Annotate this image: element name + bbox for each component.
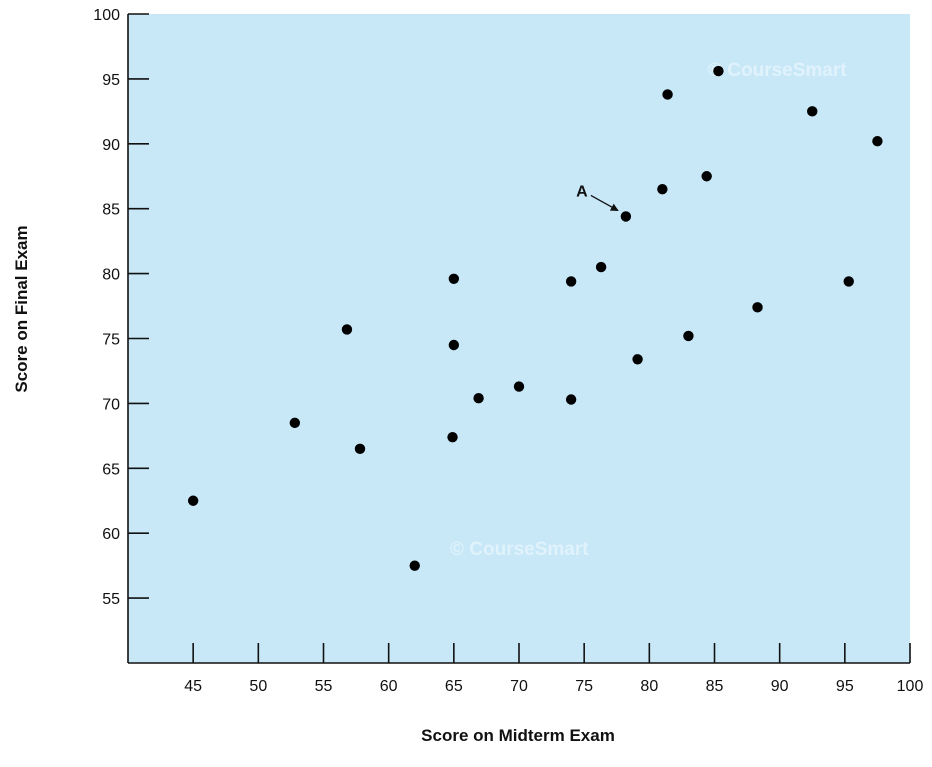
x-tick-label: 60 bbox=[380, 678, 398, 695]
x-tick-label: 65 bbox=[445, 678, 463, 695]
x-tick-label: 50 bbox=[249, 678, 267, 695]
y-tick-label: 100 bbox=[93, 7, 120, 24]
y-tick-label: 60 bbox=[102, 526, 120, 543]
data-point bbox=[872, 136, 883, 147]
data-point bbox=[341, 324, 353, 335]
watermark-layer: © CourseSmart © CourseSmart bbox=[450, 60, 847, 560]
plot-area bbox=[128, 14, 910, 663]
x-tick-label: 95 bbox=[836, 678, 854, 695]
x-tick-label: 70 bbox=[510, 678, 528, 695]
data-point bbox=[448, 339, 460, 351]
data-point bbox=[447, 431, 458, 443]
data-point bbox=[448, 273, 460, 284]
data-point bbox=[807, 106, 818, 117]
data-point bbox=[683, 330, 694, 342]
data-point bbox=[409, 560, 420, 571]
x-tick-label: 55 bbox=[315, 678, 333, 695]
data-point bbox=[513, 381, 525, 392]
y-tick-label: 65 bbox=[102, 461, 120, 478]
data-point bbox=[657, 184, 668, 195]
y-tick-label: 90 bbox=[102, 137, 120, 154]
annotation-label: A bbox=[576, 183, 588, 200]
data-points bbox=[187, 65, 883, 571]
x-tick-label: 90 bbox=[771, 678, 789, 695]
annotation-arrow bbox=[590, 194, 619, 212]
data-point bbox=[752, 302, 763, 313]
data-point bbox=[595, 261, 607, 273]
y-axis-title: Score on Final Exam bbox=[12, 225, 31, 392]
x-tick-label: 75 bbox=[575, 678, 593, 695]
x-tick-label: 45 bbox=[184, 678, 202, 695]
data-point bbox=[632, 354, 643, 365]
data-point bbox=[289, 417, 301, 429]
x-tick-label: 85 bbox=[706, 678, 724, 695]
data-point bbox=[662, 89, 673, 100]
data-point bbox=[354, 443, 366, 455]
y-tick-label: 85 bbox=[102, 202, 120, 219]
y-tick-label: 55 bbox=[102, 591, 120, 608]
axes: 55 60 65 70 75 80 85 90 95 100 45 50 55 60 65 70 75 80 85 9… bbox=[93, 7, 923, 695]
data-point bbox=[620, 211, 632, 222]
watermark-text: © CourseSmart bbox=[450, 539, 589, 560]
y-tick-label: 70 bbox=[102, 396, 120, 413]
data-point bbox=[843, 276, 854, 287]
data-point bbox=[187, 495, 199, 506]
y-tick-label: 75 bbox=[102, 332, 120, 349]
x-axis-title: Score on Midterm Exam bbox=[421, 726, 615, 745]
y-tick-label: 80 bbox=[102, 267, 120, 284]
y-tick-label: 95 bbox=[102, 72, 120, 89]
annotations: A bbox=[576, 183, 619, 212]
data-point bbox=[565, 276, 577, 287]
data-point bbox=[565, 394, 577, 405]
data-point bbox=[701, 171, 712, 182]
data-point bbox=[713, 65, 724, 77]
x-tick-label: 100 bbox=[897, 678, 924, 695]
watermark-text: © CourseSmart bbox=[708, 60, 847, 81]
x-tick-label: 80 bbox=[640, 678, 658, 695]
data-point bbox=[473, 393, 484, 404]
